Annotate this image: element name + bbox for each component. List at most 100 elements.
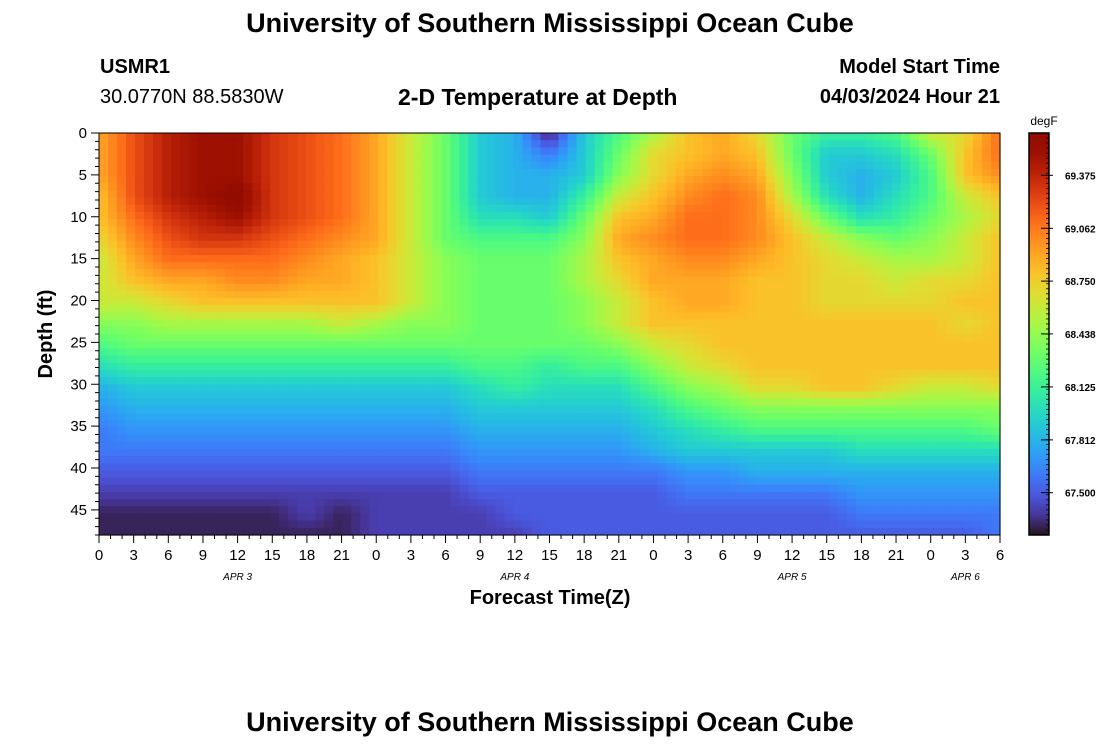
heatmap-cell bbox=[567, 247, 578, 256]
heatmap-cell bbox=[873, 147, 884, 156]
heatmap-cell bbox=[963, 384, 974, 393]
heatmap-cell bbox=[378, 420, 388, 428]
heatmap-cell bbox=[162, 168, 172, 177]
heatmap-cell bbox=[135, 405, 145, 414]
heatmap-cell bbox=[567, 204, 578, 213]
heatmap-cell bbox=[810, 484, 821, 493]
heatmap-cell bbox=[360, 247, 370, 256]
heatmap-cell bbox=[963, 477, 974, 486]
heatmap-cell bbox=[963, 334, 974, 342]
heatmap-cell bbox=[558, 355, 569, 364]
heatmap-cell bbox=[180, 233, 190, 242]
heatmap-cell bbox=[792, 147, 803, 156]
heatmap-cell bbox=[702, 283, 713, 292]
heatmap-cell bbox=[576, 211, 587, 220]
heatmap-cell bbox=[801, 405, 812, 414]
heatmap-cell bbox=[513, 290, 524, 299]
heatmap-cell bbox=[576, 133, 587, 141]
heatmap-cell bbox=[477, 190, 488, 199]
heatmap-cell bbox=[639, 255, 650, 263]
heatmap-cell bbox=[711, 154, 722, 163]
heatmap-cell bbox=[630, 183, 641, 192]
heatmap-cell bbox=[891, 456, 902, 464]
heatmap-cell bbox=[720, 161, 731, 170]
heatmap-cell bbox=[900, 334, 911, 342]
heatmap-cell bbox=[396, 326, 406, 335]
heatmap-cell bbox=[414, 434, 424, 443]
heatmap-cell bbox=[657, 326, 668, 335]
heatmap-cell bbox=[639, 219, 650, 227]
heatmap-cell bbox=[783, 412, 794, 421]
heatmap-cell bbox=[99, 226, 109, 235]
heatmap-cell bbox=[720, 477, 731, 486]
heatmap-cell bbox=[648, 161, 659, 170]
heatmap-cell bbox=[612, 355, 623, 364]
heatmap-cell bbox=[900, 319, 911, 328]
heatmap-cell bbox=[468, 211, 479, 220]
heatmap-cell bbox=[720, 197, 731, 206]
heatmap-cell bbox=[279, 441, 289, 450]
heatmap-cell bbox=[558, 312, 569, 321]
heatmap-cell bbox=[774, 154, 785, 163]
heatmap-cell bbox=[279, 190, 289, 199]
heatmap-cell bbox=[288, 441, 298, 450]
heatmap-cell bbox=[801, 247, 812, 256]
heatmap-cell bbox=[801, 448, 812, 457]
heatmap-cell bbox=[711, 133, 722, 141]
heatmap-cell bbox=[774, 255, 785, 263]
heatmap-cell bbox=[153, 154, 163, 163]
heatmap-cell bbox=[612, 456, 623, 464]
heatmap-cell bbox=[792, 219, 803, 227]
heatmap-cell bbox=[405, 377, 415, 385]
heatmap-cell bbox=[342, 269, 352, 278]
heatmap-cell bbox=[810, 262, 821, 270]
heatmap-cell bbox=[981, 377, 992, 385]
heatmap-cell bbox=[261, 448, 271, 457]
heatmap-cell bbox=[459, 427, 470, 436]
heatmap-cell bbox=[567, 427, 578, 436]
heatmap-cell bbox=[549, 434, 560, 443]
heatmap-cell bbox=[882, 247, 893, 256]
heatmap-cell bbox=[648, 312, 659, 321]
heatmap-cell bbox=[306, 276, 316, 285]
heatmap-cell bbox=[468, 362, 479, 371]
heatmap-cell bbox=[594, 161, 605, 170]
heatmap-cell bbox=[558, 140, 569, 148]
heatmap-cell bbox=[405, 369, 415, 378]
heatmap-cell bbox=[747, 247, 758, 256]
heatmap-cell bbox=[144, 161, 154, 170]
heatmap-cell bbox=[657, 269, 668, 278]
heatmap-cell bbox=[540, 283, 551, 292]
heatmap-cell bbox=[513, 405, 524, 414]
heatmap-cell bbox=[126, 226, 136, 235]
heatmap-cell bbox=[918, 427, 929, 436]
heatmap-cell bbox=[801, 398, 812, 407]
heatmap-cell bbox=[873, 334, 884, 342]
heatmap-cell bbox=[819, 219, 830, 227]
heatmap-cell bbox=[828, 197, 839, 206]
heatmap-cell bbox=[135, 355, 145, 364]
heatmap-cell bbox=[864, 190, 875, 199]
heatmap-cell bbox=[315, 319, 325, 328]
heatmap-cell bbox=[603, 434, 614, 443]
heatmap-cell bbox=[198, 434, 208, 443]
heatmap-cell bbox=[234, 341, 244, 349]
heatmap-cell bbox=[720, 211, 731, 220]
heatmap-cell bbox=[801, 276, 812, 285]
heatmap-cell bbox=[153, 147, 163, 156]
heatmap-cell bbox=[603, 456, 614, 464]
heatmap-cell bbox=[648, 362, 659, 371]
heatmap-cell bbox=[909, 369, 920, 378]
heatmap-cell bbox=[558, 463, 569, 471]
heatmap-cell bbox=[828, 176, 839, 184]
heatmap-cell bbox=[342, 369, 352, 378]
heatmap-cell bbox=[783, 384, 794, 393]
heatmap-cell bbox=[279, 219, 289, 227]
heatmap-cell bbox=[342, 183, 352, 192]
heatmap-cell bbox=[729, 269, 740, 278]
heatmap-cell bbox=[108, 269, 118, 278]
heatmap-cell bbox=[252, 463, 262, 471]
heatmap-cell bbox=[495, 470, 506, 479]
heatmap-cell bbox=[864, 391, 875, 400]
heatmap-cell bbox=[855, 326, 866, 335]
